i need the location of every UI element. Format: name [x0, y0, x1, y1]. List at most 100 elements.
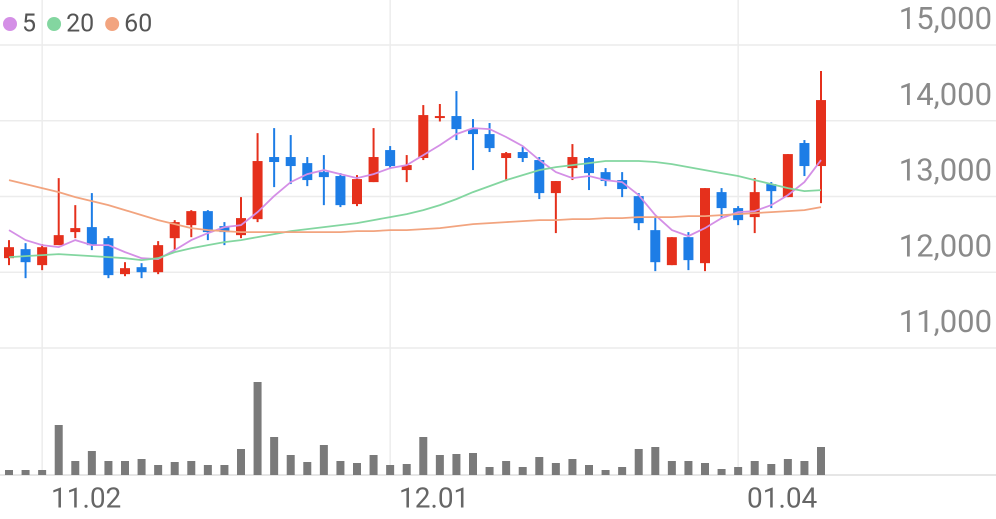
- candle-body: [550, 181, 561, 194]
- volume-bar: [54, 425, 63, 475]
- moving-average-line: [8, 179, 822, 233]
- volume-bar: [800, 461, 809, 475]
- volume-bar: [286, 455, 295, 475]
- moving-average-line: [8, 160, 822, 262]
- volume-bar: [38, 470, 47, 475]
- volume-bar: [701, 463, 709, 475]
- candle-body: [418, 115, 429, 159]
- legend-label: 5: [22, 10, 36, 39]
- candle-body: [468, 129, 478, 135]
- candle-body: [567, 157, 578, 169]
- candle-body: [600, 172, 611, 182]
- volume-bar: [336, 461, 345, 475]
- candle-body: [766, 184, 777, 192]
- candle-body: [53, 235, 64, 246]
- candle-body: [219, 226, 230, 233]
- volume-bar: [452, 454, 461, 475]
- x-tick-label: 12.01: [399, 481, 469, 514]
- candle-body: [352, 179, 362, 205]
- volume-bar: [170, 462, 179, 475]
- candle-body: [666, 237, 677, 266]
- volume-bar: [767, 464, 776, 475]
- volume-bar: [634, 449, 643, 475]
- volume-bar: [104, 461, 113, 475]
- volume-bar: [535, 457, 544, 475]
- volume-bar: [717, 469, 726, 475]
- moving-average-line: [8, 127, 822, 261]
- volume-bar: [518, 467, 527, 475]
- candle-body: [650, 230, 661, 263]
- volume-bar: [87, 451, 96, 475]
- legend-marker: [47, 17, 62, 31]
- volume-bar: [253, 382, 262, 475]
- candle-body: [318, 172, 329, 178]
- volume-bar: [817, 447, 825, 475]
- volume-bar: [551, 463, 560, 475]
- volume-bar: [485, 467, 494, 475]
- candle-body: [782, 154, 793, 198]
- candle-body: [484, 134, 495, 149]
- candle-body: [517, 152, 528, 159]
- legend-marker: [105, 17, 120, 31]
- volume-bar: [369, 455, 378, 475]
- volume-bar: [568, 459, 577, 475]
- x-tick-label: 11.02: [51, 481, 121, 514]
- candle-body: [816, 100, 826, 167]
- y-tick-label: 13,000: [899, 152, 992, 189]
- candle-body: [501, 153, 512, 159]
- candle-body: [617, 180, 628, 190]
- candle-body: [252, 161, 263, 220]
- candle-body: [302, 163, 313, 181]
- candle-body: [37, 247, 48, 266]
- candle-body: [749, 192, 760, 218]
- candle-body: [236, 218, 246, 236]
- candle-body: [86, 227, 97, 246]
- candle-body: [401, 165, 412, 171]
- legend-marker: [3, 17, 17, 31]
- legend: 5 20 60: [3, 10, 152, 39]
- volume-bar: [237, 449, 245, 475]
- volume-bar: [5, 470, 13, 475]
- volume-bar: [667, 461, 676, 475]
- volume-bar: [303, 462, 312, 475]
- volume-bar: [137, 459, 146, 475]
- volume-bar: [585, 465, 593, 475]
- candle-body: [4, 247, 14, 259]
- candle-body: [136, 267, 147, 273]
- volume-bar: [21, 470, 30, 475]
- volume-bar: [270, 437, 279, 475]
- candle-body: [335, 176, 346, 206]
- volume-bar: [187, 461, 196, 475]
- candle-body: [186, 211, 197, 226]
- volume-bar: [220, 465, 229, 475]
- candle-body: [385, 150, 396, 167]
- volume-bar: [353, 463, 361, 475]
- candle-body: [716, 192, 727, 209]
- candle-body: [451, 116, 462, 130]
- candle-body: [683, 237, 694, 261]
- candle-body: [534, 160, 545, 194]
- candle-body: [120, 268, 130, 275]
- volume-bar: [154, 465, 163, 475]
- volume-bar: [435, 455, 444, 475]
- volume-bar: [651, 447, 660, 475]
- volume-bar: [783, 459, 792, 475]
- volume-bar: [319, 445, 328, 475]
- y-tick-label: 14,000: [899, 76, 992, 113]
- candle-body: [269, 157, 280, 163]
- volume-bar: [469, 453, 477, 475]
- y-tick-label: 12,000: [899, 227, 992, 264]
- legend-label: 20: [66, 10, 94, 39]
- y-tick-label: 15,000: [899, 0, 992, 37]
- volume-bar: [684, 461, 693, 475]
- volume-bar: [71, 461, 80, 475]
- x-tick-label: 01.04: [747, 481, 818, 514]
- volume-bar: [502, 461, 511, 475]
- candle-body: [434, 116, 445, 119]
- candle-body: [368, 157, 379, 183]
- volume-bar: [734, 467, 743, 475]
- volume-bar: [402, 464, 411, 475]
- volume-bar: [386, 465, 395, 475]
